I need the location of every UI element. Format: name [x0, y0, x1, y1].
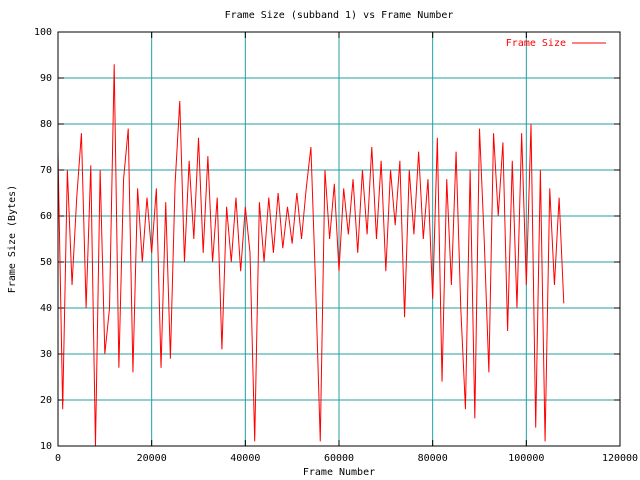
x-tick-label: 100000 — [508, 453, 544, 464]
y-tick-label: 100 — [34, 27, 52, 38]
x-tick-label: 60000 — [324, 453, 354, 464]
y-tick-label: 20 — [40, 395, 52, 406]
x-tick-label: 40000 — [230, 453, 260, 464]
y-tick-label: 70 — [40, 165, 52, 176]
x-axis-label: Frame Number — [303, 467, 375, 478]
y-tick-label: 60 — [40, 211, 52, 222]
legend-label: Frame Size — [506, 38, 566, 49]
y-tick-label: 90 — [40, 73, 52, 84]
y-tick-label: 30 — [40, 349, 52, 360]
x-tick-label: 20000 — [137, 453, 167, 464]
y-tick-label: 40 — [40, 303, 52, 314]
y-tick-label: 80 — [40, 119, 52, 130]
chart-title: Frame Size (subband 1) vs Frame Number — [225, 10, 454, 21]
data-line — [57, 64, 565, 447]
x-tick-label: 80000 — [418, 453, 448, 464]
plot-frame — [57, 31, 621, 447]
y-tick-label: 50 — [40, 257, 52, 268]
x-tick-label: 0 — [55, 453, 61, 464]
y-axis-label: Frame Size (Bytes) — [7, 185, 18, 293]
y-tick-label: 10 — [40, 441, 52, 452]
x-tick-label: 120000 — [602, 453, 638, 464]
